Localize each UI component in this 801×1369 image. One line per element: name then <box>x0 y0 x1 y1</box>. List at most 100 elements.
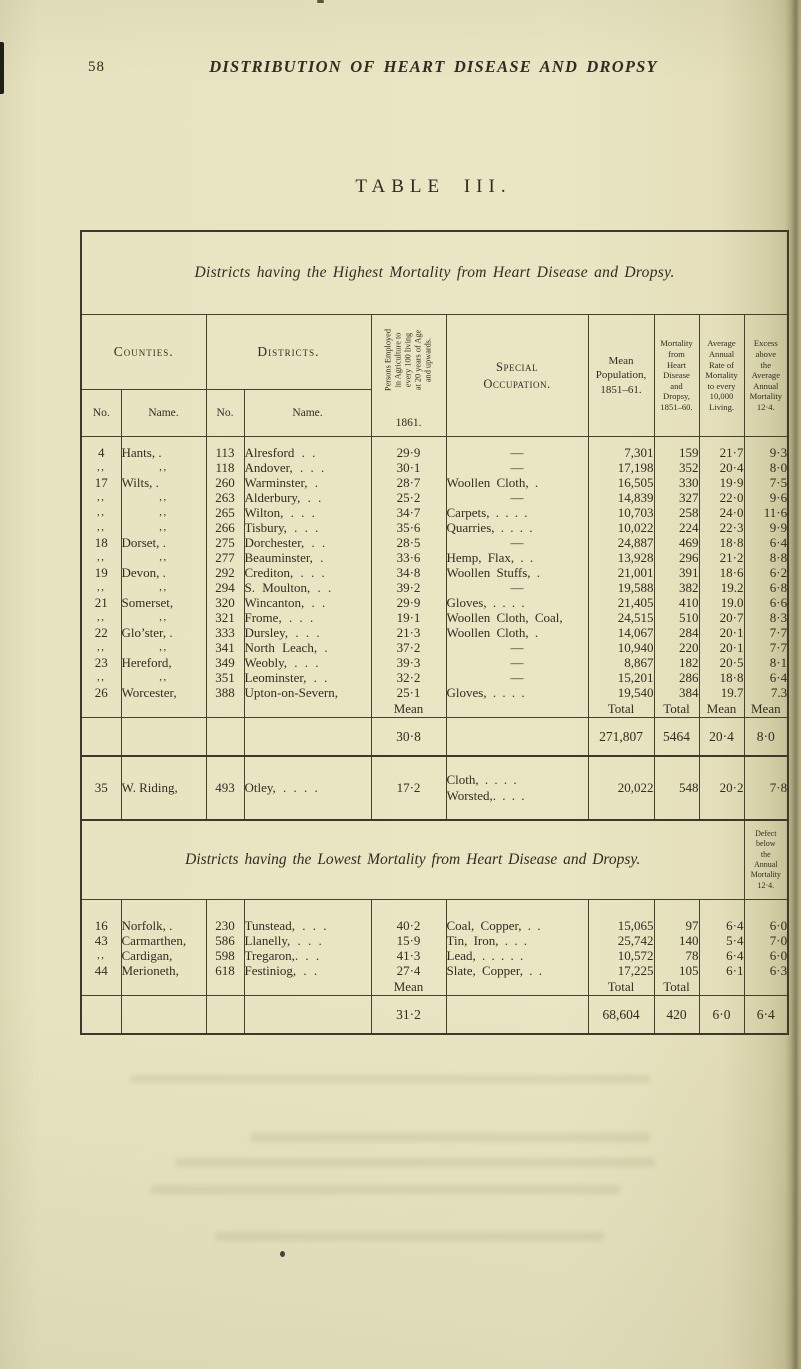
section1-caption-row: Districts having the Highest Mortality f… <box>81 231 789 315</box>
bleed-through <box>250 1133 650 1142</box>
excess-mortality: 7·0 <box>743 933 789 948</box>
table-row: 31·2 68,604 420 6·0 6·4 <box>81 995 789 1035</box>
excess-mortality: 8·3 <box>743 610 789 625</box>
running-title: DISTRIBUTION OF HEART DISEASE AND DROPSY <box>209 57 658 76</box>
special-occupation: — <box>445 670 588 685</box>
district-no: 113 <box>205 436 244 460</box>
special-occupation: — <box>445 490 588 505</box>
mean-population: 20,022 <box>587 756 654 821</box>
page-number: 58 <box>88 59 105 75</box>
excess-mortality: 7·5 <box>743 475 789 490</box>
district-name: Alresford . . <box>243 436 371 460</box>
table-row: ,,,, 294 S. Moulton, . . 39·2—19,588 382 19.2… <box>81 580 789 595</box>
mortality-rate: 20·1 <box>698 640 744 655</box>
special-occupation <box>445 978 588 996</box>
mean-population: 271,807 <box>587 717 654 757</box>
district-name: Wilton, . . . <box>243 505 371 520</box>
table-row: ,,,, 265 Wilton, . . . 34·7 Carpets, . . . .… <box>81 505 789 520</box>
county-no: 16 <box>94 918 108 933</box>
mortality-rate: 22·3 <box>698 520 744 535</box>
district-no: 266 <box>205 520 244 535</box>
district-name: Frome, . . . <box>243 610 371 625</box>
special-occupation: — <box>445 655 588 670</box>
excess-mortality: 9·3 <box>743 436 789 460</box>
district-name: Upton-on-Severn, <box>243 685 371 700</box>
mortality-rate: 20·5 <box>698 655 744 670</box>
bleed-through <box>175 1158 655 1167</box>
agriculture-percent: 21·3 <box>370 625 446 640</box>
district-name: Tunstead, . . . <box>243 899 371 933</box>
mortality-rate: Mean <box>698 700 744 718</box>
county-name: Worcester, <box>120 685 206 700</box>
heart-disease-deaths: 140 <box>653 933 699 948</box>
agriculture-header-rotated: Persons Employed in Agriculture to every… <box>383 329 433 391</box>
mean-population: 8,867 <box>587 655 654 670</box>
district-no: 320 <box>205 595 244 610</box>
district-no <box>205 995 244 1034</box>
mean-population: 15,065 <box>587 899 654 933</box>
table-row: 44 Merioneth, 618 Festiniog, . . 27·4 Slate, … <box>81 963 789 978</box>
heart-disease-deaths: 78 <box>653 948 699 963</box>
excess-mortality: 6·0 <box>743 899 789 933</box>
district-name <box>243 995 371 1034</box>
running-head: 58 DISTRIBUTION OF HEART DISEASE AND DRO… <box>80 57 787 81</box>
district-no: 118 <box>205 460 244 475</box>
heart-disease-deaths: 410 <box>653 595 699 610</box>
excess-mortality: 6·8 <box>743 580 789 595</box>
county-no: 18 <box>94 535 108 550</box>
special-occupation: Cloth, . . . . Worsted,. . . . <box>445 756 588 821</box>
heart-disease-deaths: 391 <box>653 565 699 580</box>
excess-mortality: 6·0 <box>743 948 789 963</box>
county-name: W. Riding, <box>120 756 206 821</box>
table-row: 16 Norfolk, . 230 Tunstead, . . . 40·2 Coal, … <box>81 899 789 933</box>
heart-disease-deaths: 384 <box>653 685 699 700</box>
excess-mortality: 8·0 <box>743 717 789 757</box>
bleed-through <box>215 1232 605 1241</box>
table-row: 18 Dorset, . 275 Dorchester, . . 28·5—24,887… <box>81 535 789 550</box>
county-name: Somerset, <box>120 595 206 610</box>
heart-disease-deaths: 469 <box>653 535 699 550</box>
county-no: ,, <box>97 491 106 503</box>
district-name: Andover, . . . <box>243 460 371 475</box>
heart-disease-deaths: 420 <box>653 995 699 1034</box>
county-no: ,, <box>97 581 106 593</box>
county-no: 22 <box>94 625 108 640</box>
heart-disease-deaths: 548 <box>653 756 699 821</box>
table-row: 23 Hereford, 349 Weobly, . . . 39·3—8,867 182… <box>81 655 789 670</box>
county-name-header: Name. <box>120 389 206 437</box>
mean-population: 10,940 <box>587 640 654 655</box>
excess-mortality: 7.3 <box>743 685 789 700</box>
mortality-rate: 18·6 <box>698 565 744 580</box>
district-name: Crediton, . . . <box>243 565 371 580</box>
section2-caption-row: Districts having the Lowest Mortality fr… <box>81 820 789 900</box>
section1-body: 4 Hants, . 113 Alresford . . 29·9—7,301 159 21… <box>81 436 789 757</box>
county-no <box>81 996 121 1035</box>
district-name: S. Moulton, . . <box>243 580 371 595</box>
heart-disease-deaths: 510 <box>653 610 699 625</box>
excess-mortality: 6·4 <box>743 535 789 550</box>
county-no: ,, <box>97 949 106 961</box>
district-no: 263 <box>205 490 244 505</box>
county-no: ,, <box>97 461 106 473</box>
county-name <box>120 700 206 718</box>
agriculture-percent: 29·9 <box>370 436 446 460</box>
agriculture-percent: 35·6 <box>370 520 446 535</box>
mean-population: 7,301 <box>587 436 654 460</box>
excess-mortality: 7·7 <box>743 625 789 640</box>
table-row: ,,,, 118 Andover, . . . 30·1—17,198 352 20·4 8… <box>81 460 789 475</box>
table-row: 21 Somerset, 320 Wincanton, . . 29·9 Gloves, … <box>81 595 789 610</box>
district-no: 275 <box>205 535 244 550</box>
agriculture-percent: 30·8 <box>370 717 446 757</box>
mean-population: 19,588 <box>587 580 654 595</box>
special-occupation: Carpets, . . . . <box>445 505 588 520</box>
table-row: ,,,, 341 North Leach, . 37·2—10,940 220 20·1 7… <box>81 640 789 655</box>
special-occupation: Coal, Copper, . . <box>445 899 588 933</box>
district-no: 321 <box>205 610 244 625</box>
agriculture-percent: 15·9 <box>370 933 446 948</box>
west-riding-body: 35 W. Riding, 493 Otley, . . . . 17·2 Cloth, … <box>81 756 789 821</box>
mortality-rate: 6·1 <box>698 963 744 978</box>
agriculture-percent: 41·3 <box>370 948 446 963</box>
mean-population: 21,001 <box>587 565 654 580</box>
table-heading: TABLE III. <box>355 176 512 197</box>
mean-population: 14,839 <box>587 490 654 505</box>
